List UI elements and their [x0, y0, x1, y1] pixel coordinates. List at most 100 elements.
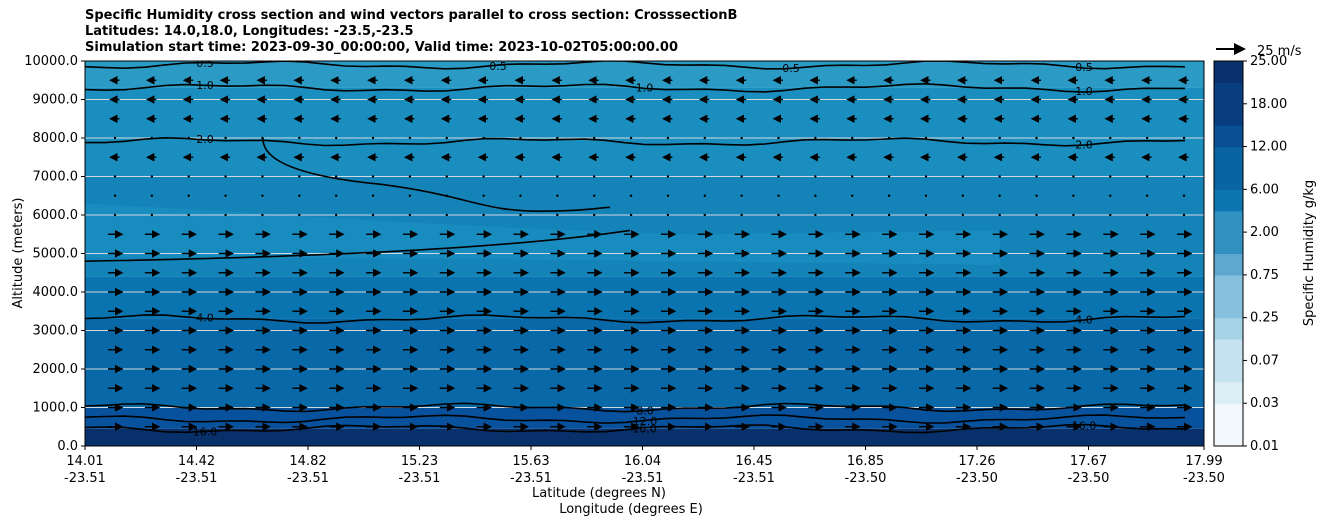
wind-vector [629, 136, 633, 140]
wind-vector [629, 194, 633, 197]
wind-vector [814, 136, 817, 140]
x-tick-lat-0: 14.01 [66, 454, 103, 469]
x-tick-lon-3: -23.51 [399, 471, 441, 486]
wind-vector [777, 175, 780, 178]
wind-vector [1182, 194, 1186, 197]
colorbar-segment-15 [1214, 103, 1243, 126]
contour-line-2.0 [85, 136, 1186, 147]
colorbar-tick-label-0: 0.01 [1250, 439, 1279, 454]
contour-label-4.0-0: 4.0 [196, 311, 214, 324]
contour-line-2.0-tongue [262, 137, 611, 212]
wind-vector [1145, 213, 1149, 217]
x-tick-lon-2: -23.51 [287, 471, 329, 486]
contour-label-0.5-3: 0.5 [1075, 61, 1093, 74]
wind-vector [519, 175, 522, 178]
colorbar-tick-label-1: 0.03 [1250, 396, 1279, 411]
x-tick-lon-7: -23.50 [845, 471, 887, 486]
wind-vector [666, 136, 670, 140]
x-tick-lat-6: 16.45 [735, 454, 772, 469]
contour-line-1.0 [85, 82, 1185, 93]
wind-vector [556, 175, 559, 178]
wind-vector [224, 213, 227, 217]
wind-vector [998, 136, 1001, 140]
wind-vector [187, 194, 190, 197]
wind-vector [740, 175, 743, 178]
wind-vector [1109, 213, 1112, 217]
y-tick-label-7: 7000.0 [33, 170, 79, 185]
x-tick-lat-9: 17.67 [1070, 454, 1107, 469]
x-tick-lat-4: 15.63 [512, 454, 549, 469]
wind-vector [666, 213, 670, 217]
humidity-band-5 [85, 87, 1204, 177]
wind-vector [666, 175, 670, 178]
colorbar-segment-17 [1214, 61, 1243, 83]
wind-vector [666, 194, 670, 197]
wind-vector [371, 136, 375, 140]
wind-vector [814, 213, 817, 217]
wind-vector [150, 194, 154, 197]
wind-vector [1182, 136, 1186, 140]
colorbar-segment-12 [1214, 167, 1243, 190]
colorbar-segment-3 [1214, 360, 1243, 383]
wind-vector [887, 136, 891, 140]
wind-vector [187, 175, 190, 178]
wind-vector [887, 175, 891, 178]
wind-vector [740, 136, 743, 140]
wind-vector [150, 136, 154, 140]
x-tick-lon-10: -23.50 [1183, 471, 1225, 486]
colorbar-segment-14 [1214, 125, 1243, 148]
wind-vector [998, 175, 1001, 178]
x-tick-lat-1: 14.42 [178, 454, 215, 469]
wind-vector [703, 194, 706, 197]
wind-vector [1182, 213, 1186, 217]
wind-vector [924, 213, 928, 217]
humidity-band-3 [85, 276, 1204, 319]
wind-vector [519, 213, 522, 217]
wind-vector [445, 136, 448, 140]
wind-vector [113, 194, 117, 197]
contour-line-4.0 [85, 314, 1186, 324]
colorbar: 0.01 0.03 0.07 0.25 0.75 2.00 6.00 12.00 18.00 25… [1213, 54, 1287, 454]
colorbar-tick-label-4: 0.75 [1250, 268, 1279, 283]
colorbar-segment-13 [1214, 146, 1243, 169]
wind-vector [298, 194, 301, 197]
y-tick-label-0: 0.0 [57, 439, 78, 454]
colorbar-tick-label-2: 0.07 [1250, 353, 1279, 368]
wind-vector [961, 136, 965, 140]
y-tick-label-4: 4000.0 [33, 285, 79, 300]
contour-label-2.0-1: 2.0 [1075, 138, 1093, 151]
wind-vector [740, 194, 743, 197]
colorbar-segment-2 [1214, 381, 1243, 404]
wind-vector [593, 194, 596, 197]
x-tick-lon-0: -23.51 [64, 471, 106, 486]
y-tick-label-10: 10000.0 [24, 54, 78, 69]
wind-vector [519, 136, 522, 140]
colorbar-segment-16 [1214, 82, 1243, 105]
wind-vector [593, 213, 596, 217]
chart-title-line-3: Simulation start time: 2023-09-30_00:00:… [85, 40, 678, 55]
y-axis: 0.0 1000.0 2000.0 3000.0 4000.0 5000.0 6000.0 7… [24, 54, 85, 454]
wind-vector [887, 213, 891, 217]
wind-vector [113, 213, 117, 217]
wind-vector [1072, 194, 1075, 197]
x-axis: 14.01 -23.51 14.42 -23.51 14.82 -23.51 15.23 -2… [64, 446, 1225, 486]
wind-vector [371, 194, 375, 197]
wind-vector [445, 213, 448, 217]
wind-vector [629, 175, 633, 178]
x-tick-lat-7: 16.85 [847, 454, 884, 469]
x-tick-lat-8: 17.26 [958, 454, 995, 469]
wind-vector [1182, 175, 1186, 178]
contour-line-2.0-lower [85, 229, 631, 262]
colorbar-segment-9 [1214, 232, 1243, 254]
wind-vector [261, 194, 264, 197]
wind-vector [261, 136, 264, 140]
wind-vector [482, 194, 485, 197]
colorbar-segment-8 [1214, 253, 1243, 276]
y-tick-label-2: 2000.0 [33, 362, 79, 377]
wind-vector [482, 175, 485, 178]
quiver-key-label: 25 m/s [1257, 44, 1302, 59]
contour-label-1.0-2: 1.0 [1075, 85, 1093, 98]
x-tick-lon-9: -23.50 [1068, 471, 1110, 486]
wind-vector [408, 194, 412, 197]
